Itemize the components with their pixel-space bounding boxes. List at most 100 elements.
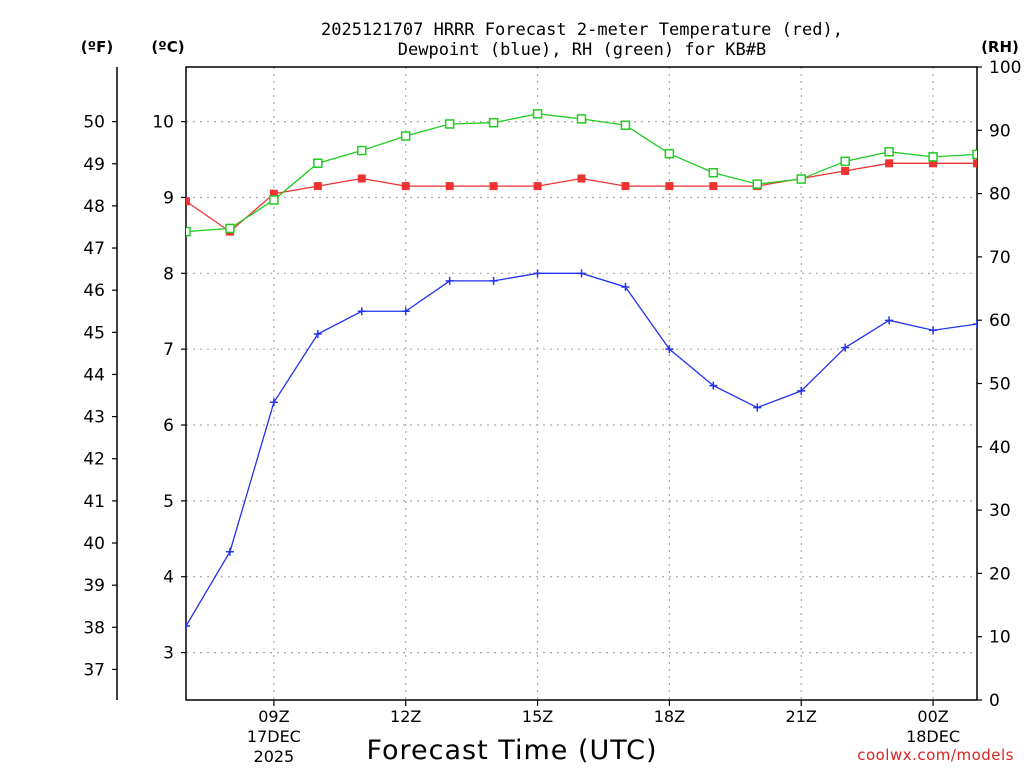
fahrenheit-tick-label: 48 xyxy=(83,197,105,217)
fahrenheit-tick-label: 43 xyxy=(83,408,105,428)
temperature-point xyxy=(445,182,454,191)
temperature-point xyxy=(973,159,977,168)
fahrenheit-tick-label: 41 xyxy=(83,492,105,512)
celsius-tick-label: 4 xyxy=(163,568,174,588)
rh-point xyxy=(972,149,977,160)
fahrenheit-tick-label: 39 xyxy=(83,576,105,596)
temperature-point xyxy=(269,189,278,198)
x-tick-date: 18DEC xyxy=(906,727,960,746)
dewpoint-point xyxy=(709,381,718,390)
rh-point xyxy=(884,147,894,157)
dewpoint-point xyxy=(401,307,410,316)
temperature-point xyxy=(401,182,410,191)
rh-point xyxy=(928,152,938,162)
dewpoint-point xyxy=(797,386,806,395)
rh-point xyxy=(532,109,543,119)
fahrenheit-tick-label: 38 xyxy=(83,618,105,638)
plot-frame xyxy=(185,66,978,701)
series-dewpoint xyxy=(186,269,977,631)
fahrenheit-tick-label: 40 xyxy=(83,534,105,554)
series-temperature xyxy=(186,159,977,236)
rh-axis-label: (RH) xyxy=(981,38,1019,56)
rh-tick-label: 50 xyxy=(989,375,1011,395)
rh-point xyxy=(225,223,235,234)
dewpoint-point xyxy=(621,282,630,291)
data-series xyxy=(186,109,977,631)
chart-title-line1: 2025121707 HRRR Forecast 2-meter Tempera… xyxy=(321,20,843,40)
rh-point xyxy=(796,174,806,184)
dewpoint-point xyxy=(269,398,278,407)
temperature-point xyxy=(357,174,366,183)
rh-tick-label: 70 xyxy=(989,248,1011,268)
celsius-axis-label: (ºC) xyxy=(151,38,184,56)
dewpoint-point xyxy=(445,276,454,285)
rh-point xyxy=(269,195,279,205)
dewpoint-point xyxy=(225,547,234,556)
fahrenheit-tick-label: 49 xyxy=(83,155,105,175)
fahrenheit-tick-label: 37 xyxy=(83,660,105,680)
rh-tick-label: 40 xyxy=(989,438,1011,458)
rh-point xyxy=(708,167,719,178)
rh-point xyxy=(488,117,499,128)
temperature-point xyxy=(885,159,894,168)
temperature-point xyxy=(929,159,938,168)
rh-point xyxy=(576,114,587,124)
celsius-tick-label: 9 xyxy=(163,188,174,208)
x-tick-year: 2025 xyxy=(254,747,295,766)
temperature-point xyxy=(533,182,542,191)
rh-point xyxy=(313,158,323,168)
rh-point xyxy=(357,145,367,156)
fahrenheit-tick-label: 42 xyxy=(83,450,105,470)
credit-text: coolwx.com/models xyxy=(857,746,1014,764)
fahrenheit-tick-label: 46 xyxy=(83,281,105,301)
celsius-tick-label: 8 xyxy=(163,264,174,284)
celsius-tick-label: 6 xyxy=(163,416,174,436)
temperature-point xyxy=(621,182,630,191)
rh-point xyxy=(620,120,631,130)
fahrenheit-tick-label: 47 xyxy=(83,239,105,259)
celsius-tick-label: 7 xyxy=(163,340,174,360)
series-rh xyxy=(186,109,977,237)
celsius-tick-label: 3 xyxy=(163,644,174,664)
rh-point xyxy=(444,119,455,129)
x-tick-label: 15Z xyxy=(522,707,553,726)
temperature-point xyxy=(489,182,498,191)
rh-tick-label: 30 xyxy=(989,501,1011,521)
dewpoint-point xyxy=(533,269,542,278)
dewpoint-point xyxy=(885,316,894,325)
rh-tick-label: 60 xyxy=(989,311,1011,331)
fahrenheit-tick-label: 44 xyxy=(83,365,105,385)
dewpoint-point xyxy=(929,326,938,335)
rh-point xyxy=(400,131,411,141)
fahrenheit-tick-label: 50 xyxy=(83,113,105,133)
rh-point xyxy=(752,179,763,189)
dewpoint-point xyxy=(753,403,762,412)
dewpoint-point xyxy=(973,320,977,329)
x-tick-date: 17DEC xyxy=(247,727,301,746)
x-tick-label: 21Z xyxy=(786,707,817,726)
rh-tick-label: 90 xyxy=(989,121,1011,141)
temperature-point xyxy=(186,197,190,206)
dewpoint-point xyxy=(313,330,322,339)
rh-tick-label: 80 xyxy=(989,185,1011,205)
temperature-point xyxy=(313,182,322,191)
dewpoint-point xyxy=(665,345,674,354)
chart-title-line2: Dewpoint (blue), RH (green) for KB#B xyxy=(398,40,766,60)
celsius-tick-label: 10 xyxy=(152,113,174,133)
dewpoint-point xyxy=(577,269,586,278)
rh-tick-label: 100 xyxy=(989,58,1021,78)
dewpoint-point xyxy=(841,343,850,352)
rh-tick-label: 20 xyxy=(989,564,1011,584)
x-tick-label: 09Z xyxy=(258,707,289,726)
rh-tick-label: 0 xyxy=(989,691,1000,711)
temperature-point xyxy=(709,182,718,191)
x-tick-label: 00Z xyxy=(917,707,948,726)
rh-tick-label: 10 xyxy=(989,628,1011,648)
dewpoint-point xyxy=(357,307,366,316)
fahrenheit-axis-label: (ºF) xyxy=(81,38,113,56)
temperature-point xyxy=(665,182,674,191)
temperature-point xyxy=(841,166,850,175)
x-axis-title: Forecast Time (UTC) xyxy=(366,735,657,766)
dewpoint-point xyxy=(489,276,498,285)
